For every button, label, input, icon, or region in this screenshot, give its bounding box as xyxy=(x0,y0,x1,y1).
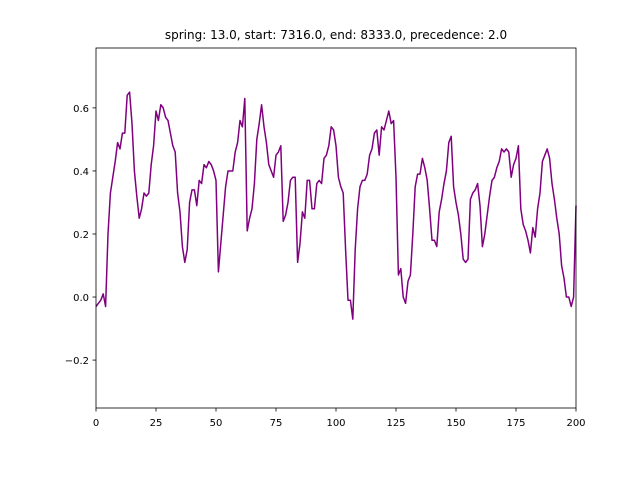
y-tick-label: 0.0 xyxy=(73,293,89,304)
x-tick-label: 200 xyxy=(566,418,585,429)
data-line xyxy=(95,91,577,320)
plot-frame xyxy=(95,47,577,409)
y-tick-label: 0.6 xyxy=(73,104,89,115)
x-tick-label: 150 xyxy=(446,418,465,429)
x-tick-label: 125 xyxy=(386,418,405,429)
y-tick-label: 0.4 xyxy=(73,167,89,178)
x-tick-label: 0 xyxy=(93,418,99,429)
x-tick-label: 25 xyxy=(150,418,163,429)
x-tick-label: 100 xyxy=(326,418,345,429)
x-tick-label: 175 xyxy=(506,418,525,429)
x-tick-label: 75 xyxy=(270,418,283,429)
chart-title: spring: 13.0, start: 7316.0, end: 8333.0… xyxy=(165,28,507,42)
y-tick-label: 0.2 xyxy=(73,230,89,241)
y-tick-label: −0.2 xyxy=(65,356,89,367)
x-tick-label: 50 xyxy=(210,418,223,429)
